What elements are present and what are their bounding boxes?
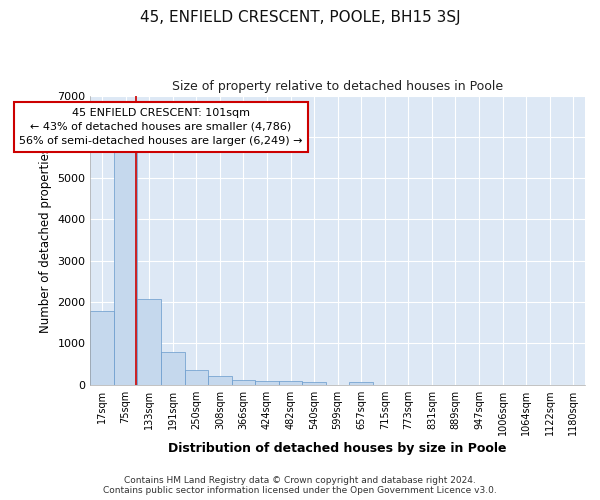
Bar bbox=[185, 370, 208, 384]
Bar bbox=[349, 382, 373, 384]
X-axis label: Distribution of detached houses by size in Poole: Distribution of detached houses by size … bbox=[169, 442, 507, 455]
Bar bbox=[279, 381, 302, 384]
Title: Size of property relative to detached houses in Poole: Size of property relative to detached ho… bbox=[172, 80, 503, 93]
Bar bbox=[91, 311, 114, 384]
Text: 45, ENFIELD CRESCENT, POOLE, BH15 3SJ: 45, ENFIELD CRESCENT, POOLE, BH15 3SJ bbox=[140, 10, 460, 25]
Y-axis label: Number of detached properties: Number of detached properties bbox=[39, 147, 52, 333]
Bar bbox=[232, 380, 255, 384]
Bar bbox=[255, 380, 279, 384]
Bar bbox=[302, 382, 326, 384]
Bar bbox=[208, 376, 232, 384]
Bar bbox=[137, 299, 161, 384]
Bar bbox=[161, 352, 185, 384]
Bar bbox=[114, 146, 137, 384]
Text: Contains HM Land Registry data © Crown copyright and database right 2024.
Contai: Contains HM Land Registry data © Crown c… bbox=[103, 476, 497, 495]
Text: 45 ENFIELD CRESCENT: 101sqm
← 43% of detached houses are smaller (4,786)
56% of : 45 ENFIELD CRESCENT: 101sqm ← 43% of det… bbox=[19, 108, 303, 146]
